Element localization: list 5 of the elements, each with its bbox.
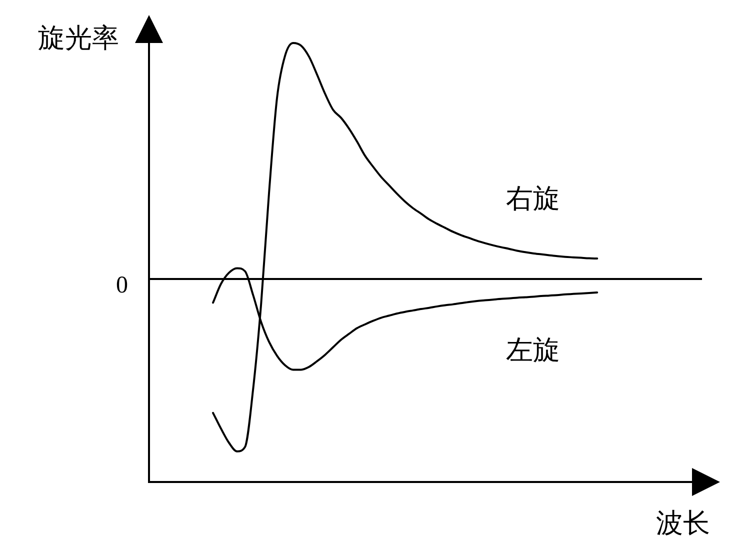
y-axis-title: 旋光率	[38, 23, 119, 54]
series-label: 右旋	[506, 183, 560, 214]
x-axis-title: 波长	[656, 508, 710, 538]
ref-line-label: 0	[116, 272, 128, 298]
series-label: 左旋	[506, 334, 560, 365]
